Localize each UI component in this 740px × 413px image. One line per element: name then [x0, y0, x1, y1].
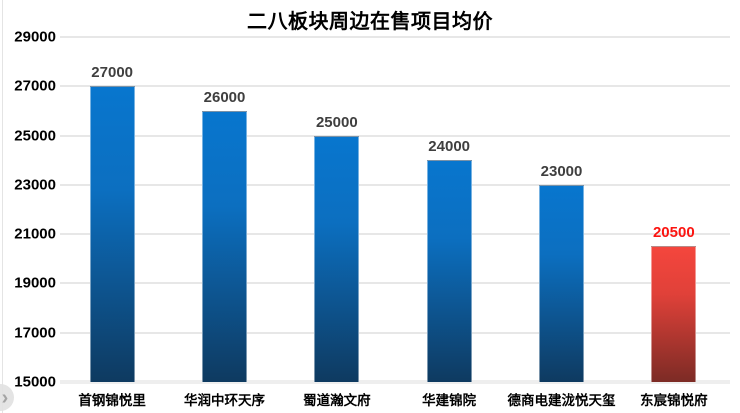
y-tick-label: 17000 — [14, 324, 56, 342]
gridline — [60, 331, 730, 334]
x-axis-labels: 首钢锦悦里 华润中环天序 蜀道瀚文府 华建锦院 德商电建泷悦天玺 东宸锦悦府 — [56, 389, 730, 409]
plot-area: 27000 26000 25000 24000 23000 20500 — [56, 36, 730, 384]
gridline — [60, 233, 730, 236]
bar-value-label: 25000 — [315, 113, 358, 131]
y-tick-label: 23000 — [14, 176, 56, 194]
chevron-right-icon: › — [1, 386, 9, 409]
x-category-label: 蜀道瀚文府 — [303, 393, 371, 408]
gridline — [60, 134, 730, 137]
y-tick-label: 25000 — [14, 127, 56, 145]
bar-东宸锦悦府 — [651, 246, 697, 382]
gridline — [60, 282, 730, 285]
gridline — [60, 85, 730, 88]
bar-value-label: 26000 — [203, 88, 246, 106]
y-tick-label: 27000 — [14, 77, 56, 95]
next-slide-button[interactable]: › — [0, 384, 14, 411]
bar-value-label: 20500 — [652, 224, 695, 242]
y-tick-label: 15000 — [14, 373, 56, 391]
bar-value-label: 24000 — [428, 138, 471, 156]
y-tick-label: 29000 — [14, 28, 56, 46]
bar-首钢锦悦里 — [89, 86, 135, 382]
y-tick-label: 21000 — [14, 225, 56, 243]
x-category-label: 华建锦院 — [422, 393, 477, 408]
bar-德商电建泷悦天玺 — [539, 184, 584, 382]
left-edge-divider — [2, 0, 3, 413]
bar-华润中环天序 — [202, 110, 247, 382]
gridline — [60, 36, 730, 38]
x-category-label: 华润中环天序 — [184, 393, 265, 408]
x-category-label: 首钢锦悦里 — [78, 393, 146, 408]
gridline — [60, 183, 730, 186]
y-tick-label: 19000 — [14, 274, 56, 292]
bar-value-label: 27000 — [91, 64, 134, 82]
bar-华建锦院 — [426, 160, 472, 382]
x-category-label: 德商电建泷悦天玺 — [507, 393, 616, 408]
chart-title: 二八板块周边在售项目均价 — [247, 11, 493, 33]
gridline — [60, 380, 730, 384]
bar-value-label: 23000 — [540, 162, 583, 180]
x-category-label: 东宸锦悦府 — [640, 393, 708, 408]
y-axis-ticks: 15000 17000 19000 21000 23000 25000 27000 29000 — [8, 29, 56, 391]
bar-蜀道瀚文府 — [314, 135, 360, 382]
